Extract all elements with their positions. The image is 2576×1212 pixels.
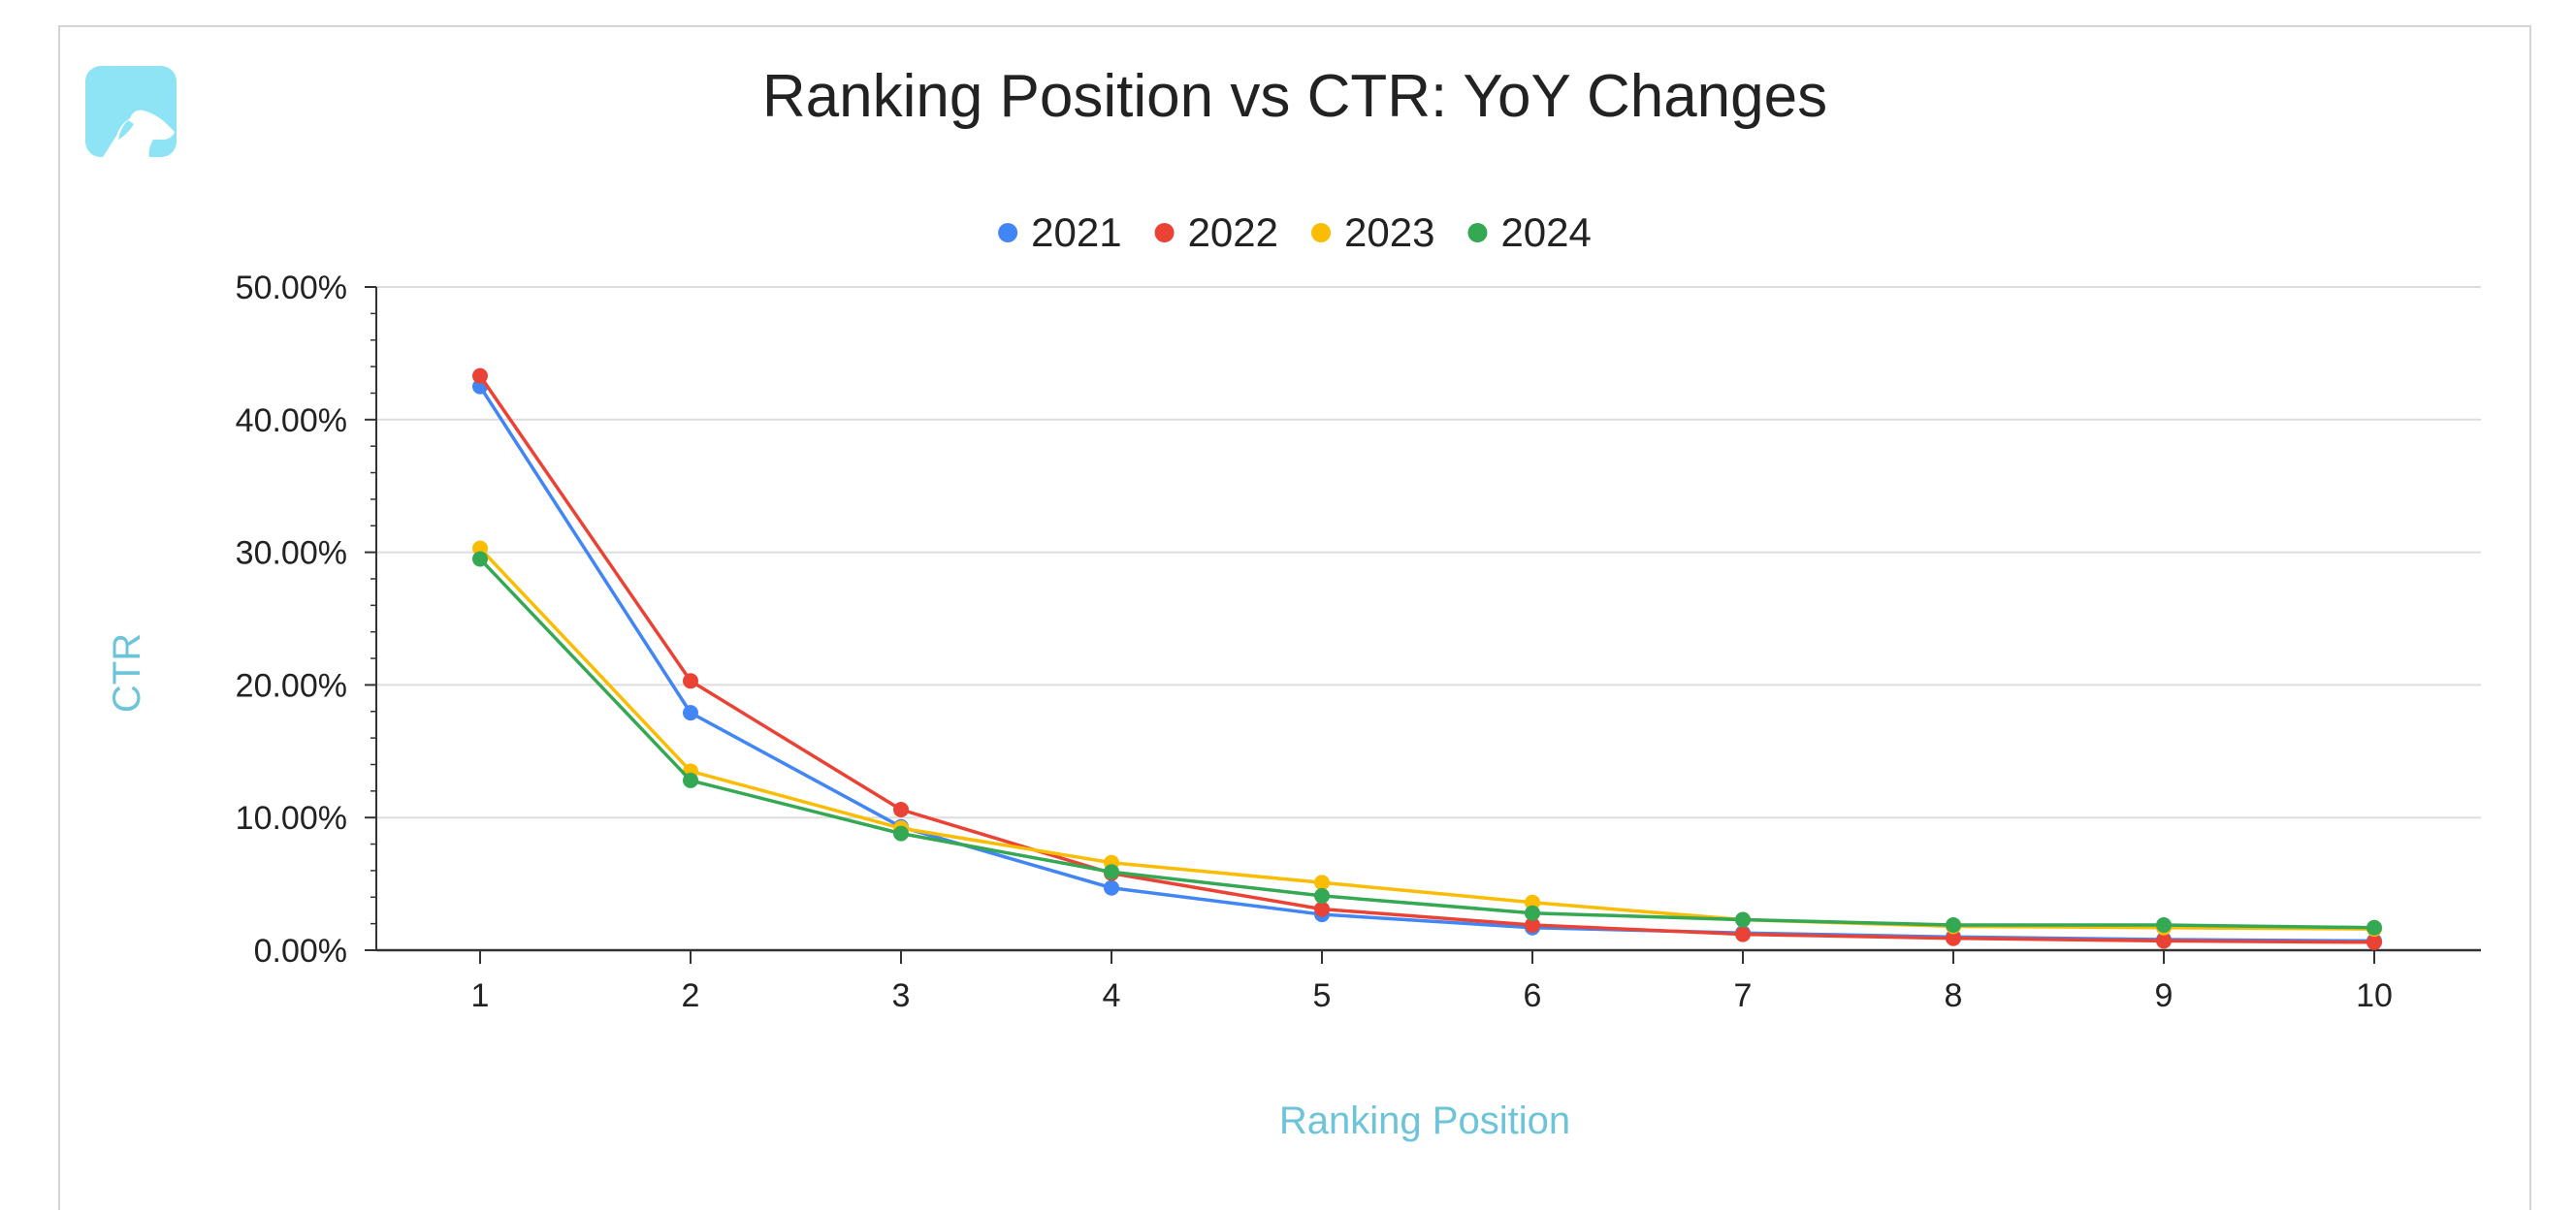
- data-point[interactable]: [1104, 864, 1119, 880]
- data-point[interactable]: [472, 551, 488, 567]
- dog-ear-icon: [118, 120, 134, 140]
- series-line: [478, 374, 2375, 944]
- legend-label: 2021: [1031, 209, 1121, 255]
- chart-frame: Ranking Position vs CTR: YoY Changes 202…: [58, 25, 2531, 1210]
- series-2023: [472, 540, 2382, 938]
- x-tick-label: 8: [1945, 977, 1963, 1014]
- series-layer: [472, 367, 2382, 950]
- data-point[interactable]: [472, 367, 488, 384]
- y-axis-title: CTR: [106, 633, 148, 713]
- data-point[interactable]: [1525, 917, 1540, 934]
- y-axis: 0.00% 10.00% 20.00% 30.00% 40.00% 50.00%: [236, 270, 377, 970]
- x-tick-label: 7: [1734, 977, 1753, 1014]
- legend-swatch: [1154, 223, 1175, 242]
- data-point[interactable]: [1314, 901, 1330, 917]
- y-tick-label: 20.00%: [236, 667, 347, 704]
- data-point[interactable]: [1735, 911, 1751, 928]
- x-tick-label: 2: [682, 977, 700, 1014]
- series-line: [478, 385, 2375, 943]
- data-point[interactable]: [683, 673, 698, 689]
- data-point[interactable]: [1946, 930, 1961, 946]
- x-tick-label: 9: [2155, 977, 2174, 1014]
- x-tick-label: 4: [1103, 977, 1121, 1014]
- legend-label: 2022: [1188, 209, 1278, 255]
- gridlines: [376, 286, 2481, 819]
- y-tick-label: 30.00%: [236, 535, 347, 572]
- data-point[interactable]: [1104, 879, 1119, 896]
- series-line: [478, 558, 2375, 930]
- series-2024: [472, 551, 2382, 936]
- legend-swatch: [1311, 223, 1331, 242]
- data-point[interactable]: [472, 540, 488, 557]
- logo: [85, 66, 177, 157]
- data-point[interactable]: [893, 825, 909, 842]
- legend-swatch: [1467, 223, 1488, 242]
- x-tick-label: 3: [892, 977, 911, 1014]
- x-tick-label: 6: [1524, 977, 1542, 1014]
- data-point[interactable]: [2156, 917, 2172, 934]
- data-point[interactable]: [2367, 934, 2382, 950]
- legend-swatch: [998, 223, 1018, 242]
- data-point[interactable]: [1735, 926, 1751, 942]
- y-tick-label: 0.00%: [254, 933, 347, 970]
- series-line: [478, 547, 2375, 931]
- data-point[interactable]: [2156, 933, 2172, 949]
- x-tick-label: 10: [2356, 977, 2393, 1014]
- legend-label: 2024: [1500, 209, 1591, 255]
- x-tick-label: 5: [1313, 977, 1332, 1014]
- x-tick-label: 1: [471, 977, 490, 1014]
- data-point[interactable]: [1525, 894, 1540, 910]
- data-point[interactable]: [683, 705, 698, 721]
- data-point[interactable]: [2367, 919, 2382, 936]
- y-tick-label: 10.00%: [236, 800, 347, 837]
- dog-head-icon: [103, 110, 175, 157]
- data-point[interactable]: [1314, 875, 1330, 891]
- x-axis: 1 2 3 4 5 6 7 8 9 10: [376, 948, 2481, 1014]
- legend: 2021 2022 2023 2024: [998, 209, 1592, 255]
- chart-title: Ranking Position vs CTR: YoY Changes: [762, 63, 1827, 130]
- x-axis-title: Ranking Position: [1279, 1100, 1570, 1142]
- series-2021: [472, 378, 2382, 949]
- y-tick-label: 50.00%: [236, 270, 347, 306]
- data-point[interactable]: [1946, 917, 1961, 934]
- data-point[interactable]: [893, 801, 909, 817]
- data-point[interactable]: [1525, 905, 1540, 921]
- chart: Ranking Position vs CTR: YoY Changes 202…: [85, 63, 2481, 1142]
- y-tick-label: 40.00%: [236, 402, 347, 439]
- legend-label: 2023: [1344, 209, 1434, 255]
- data-point[interactable]: [1314, 887, 1330, 904]
- series-2022: [472, 367, 2382, 950]
- data-point[interactable]: [683, 772, 698, 788]
